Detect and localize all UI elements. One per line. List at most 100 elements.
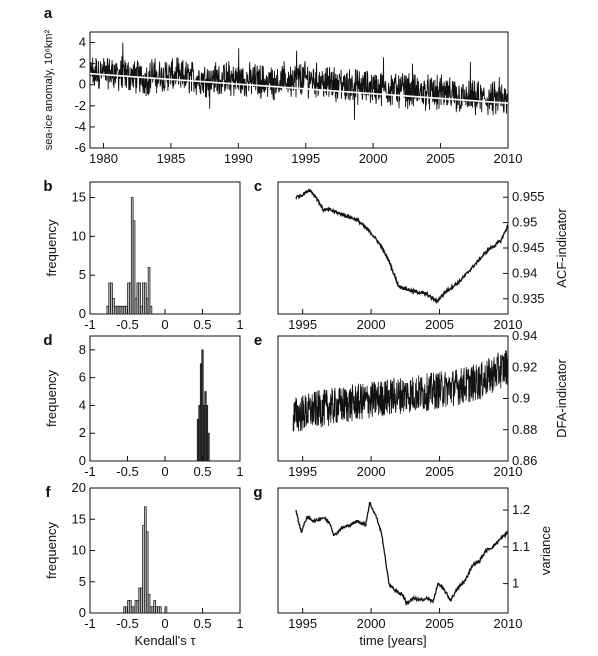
x-tick-label: 0.5	[193, 464, 211, 479]
x-tick-label: -1	[84, 317, 96, 332]
panel-label-e: e	[254, 332, 262, 349]
x-tick-label: 2005	[425, 616, 454, 631]
y-tick-label: 0.86	[512, 453, 537, 468]
x-tick-label: -0.5	[116, 464, 138, 479]
plot-area-g	[295, 501, 508, 607]
series-line-c	[295, 188, 508, 305]
y-tick-label: 10	[72, 543, 86, 558]
histogram-bar	[207, 432, 210, 461]
y-tick-label: 2	[79, 56, 86, 71]
plot-area-d	[196, 349, 210, 461]
x-tick-label: 2010	[494, 151, 523, 166]
x-tick-label: 0.5	[193, 317, 211, 332]
x-tick-label: 0	[161, 317, 168, 332]
panel-label-d: d	[43, 332, 52, 349]
x-tick-label: 1980	[89, 151, 118, 166]
y-tick-label: 0.94	[512, 328, 537, 343]
y-axis-label-a: sea-ice anomaly, 10⁶km²	[43, 29, 55, 150]
x-tick-label: 0	[161, 616, 168, 631]
x-tick-label: -1	[84, 464, 96, 479]
x-tick-label: 2000	[357, 317, 386, 332]
y-axis-label-e: DFA-indicator	[554, 358, 569, 437]
panel-label-c: c	[254, 178, 262, 195]
histogram-bar	[132, 220, 136, 314]
x-tick-label: -1	[84, 616, 96, 631]
y-tick-label: -2	[74, 98, 86, 113]
histogram-bar	[145, 531, 149, 613]
x-tick-label: 1995	[288, 317, 317, 332]
y-axis-label-g: variance	[538, 526, 553, 575]
y-tick-label: 0	[79, 306, 86, 321]
series-anomaly-line	[90, 42, 508, 120]
plot-frame-d	[89, 335, 241, 462]
x-tick-label: 0	[161, 464, 168, 479]
panel-label-b: b	[43, 178, 52, 195]
x-axis-label-f: Kendall's τ	[134, 633, 196, 648]
x-tick-label: 1995	[288, 464, 317, 479]
x-tick-label: 0.5	[193, 616, 211, 631]
y-axis-label-b: frequency	[44, 219, 59, 277]
x-tick-label: 2010	[494, 616, 523, 631]
plot-area-b	[106, 197, 153, 314]
y-axis-label-c: ACF-indicator	[554, 208, 569, 288]
x-tick-label: 2005	[426, 151, 455, 166]
x-tick-label: -0.5	[116, 616, 138, 631]
y-tick-label: 0.935	[512, 291, 545, 306]
x-tick-label: 2000	[357, 464, 386, 479]
y-tick-label: 1.2	[512, 502, 530, 517]
series-line-g	[295, 501, 508, 607]
x-tick-label: 1	[236, 464, 243, 479]
x-tick-label: -0.5	[116, 317, 138, 332]
x-tick-label: 2005	[425, 464, 454, 479]
y-tick-label: -4	[74, 119, 86, 134]
plot-area-a	[90, 42, 508, 120]
y-tick-label: 0	[79, 605, 86, 620]
y-tick-label: -6	[74, 140, 86, 155]
y-tick-label: 4	[79, 397, 86, 412]
y-tick-label: 6	[79, 370, 86, 385]
y-tick-label: 0.95	[512, 215, 537, 230]
plot-area-f	[123, 506, 168, 613]
y-tick-label: 0.94	[512, 265, 537, 280]
y-tick-label: 0.92	[512, 359, 537, 374]
x-tick-label: 1	[236, 317, 243, 332]
panel-label-g: g	[253, 484, 262, 501]
x-axis-label-g: time [years]	[359, 633, 426, 648]
y-tick-label: 1	[512, 576, 519, 591]
plot-frame-a	[89, 31, 509, 149]
plot-area-e	[292, 350, 508, 432]
y-tick-label: 15	[72, 190, 86, 205]
histogram-bar	[138, 282, 141, 314]
y-tick-label: 10	[72, 228, 86, 243]
y-axis-label-f: frequency	[44, 521, 59, 579]
y-tick-label: 8	[79, 342, 86, 357]
y-tick-label: 0.945	[512, 240, 545, 255]
y-tick-label: 0.955	[512, 189, 545, 204]
histogram-bar	[147, 267, 151, 314]
x-tick-label: 1	[236, 616, 243, 631]
y-tick-label: 1.1	[512, 539, 530, 554]
histogram-bar	[147, 593, 151, 613]
y-tick-label: 0.88	[512, 422, 537, 437]
x-tick-label: 2005	[425, 317, 454, 332]
series-line-e	[292, 350, 508, 432]
y-tick-label: 15	[72, 511, 86, 526]
y-tick-label: 2	[79, 425, 86, 440]
y-axis-label-d: frequency	[44, 369, 59, 427]
series-trend-line	[90, 72, 508, 104]
y-tick-label: 4	[79, 35, 86, 50]
x-tick-label: 2000	[357, 616, 386, 631]
x-tick-label: 2010	[494, 464, 523, 479]
y-tick-label: 20	[72, 480, 86, 495]
x-tick-label: 1985	[156, 151, 185, 166]
x-tick-label: 2000	[359, 151, 388, 166]
panel-label-f: f	[46, 484, 52, 501]
y-tick-label: 5	[79, 574, 86, 589]
y-tick-label: 0	[79, 77, 86, 92]
x-tick-label: 1995	[291, 151, 320, 166]
plot-frame-c	[277, 181, 509, 315]
y-tick-label: 0.9	[512, 391, 530, 406]
x-tick-label: 2010	[494, 317, 523, 332]
histogram-bar	[149, 305, 153, 314]
